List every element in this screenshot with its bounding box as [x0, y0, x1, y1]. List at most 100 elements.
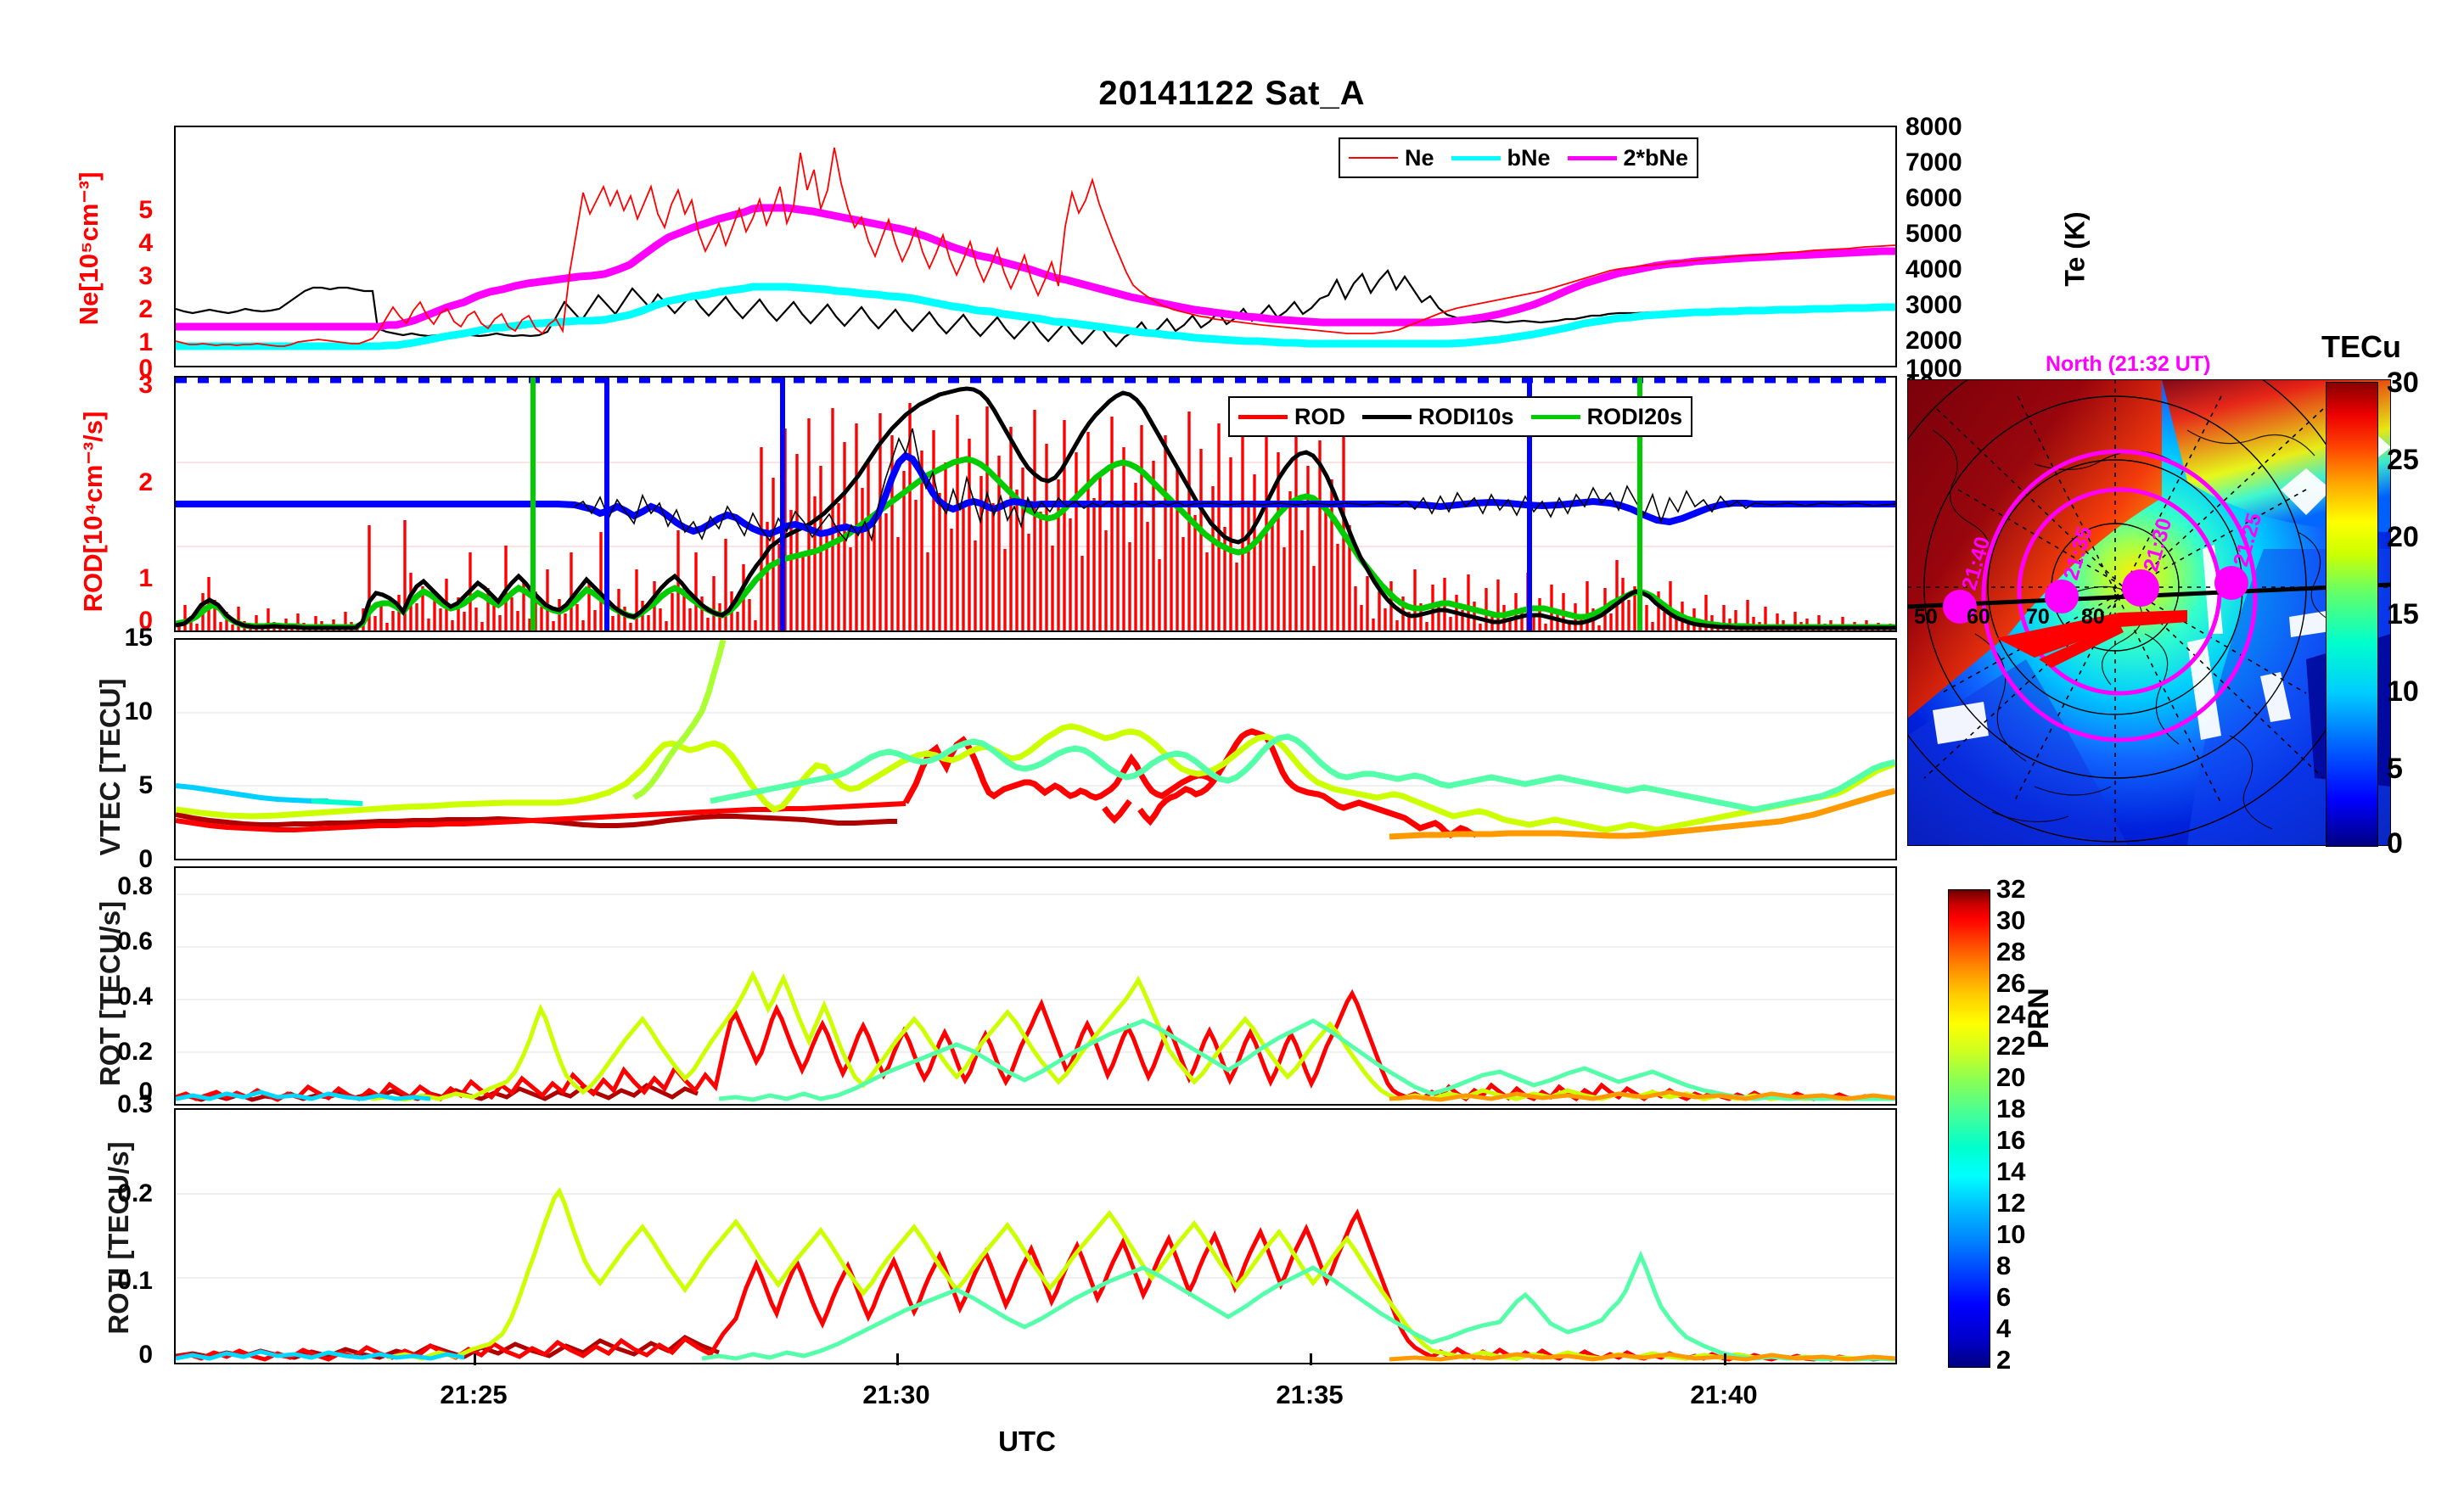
map-marker-2140: [1943, 590, 1977, 624]
colorbar-tec-label-15: 15: [2387, 598, 2419, 630]
map-marker-2130: [2122, 569, 2159, 607]
ytick-rod-0: 0: [138, 607, 153, 635]
rot-track-red: [176, 989, 1895, 1102]
ytick-te-2000: 2000: [1906, 327, 1962, 355]
map-data-gaps: [1933, 417, 2391, 744]
ytick-vtec-5: 5: [138, 771, 153, 799]
polar-tec-map: 50 60 70 80 21:40 21:35 21:30 21:25: [1907, 379, 2391, 846]
legend-line-ne: [1349, 157, 1398, 159]
panel-roti: [174, 1108, 1897, 1364]
colorbar-prn-label-8: 8: [1996, 1251, 2012, 1280]
roti-track-cyan: [176, 1349, 465, 1361]
map-marker-2125: [2214, 566, 2248, 600]
marker-green-2: [1637, 378, 1642, 630]
legend-label-rod: ROD: [1294, 403, 1345, 429]
xtickmark-2140: [1724, 1353, 1726, 1365]
ytick-te-3000: 3000: [1906, 291, 1962, 319]
vtec-track-cyan: [176, 783, 328, 804]
colorbar-prn-label-22: 22: [1996, 1031, 2026, 1061]
colorbar-prn-label-32: 32: [1996, 874, 2026, 904]
ytick-rot-02: 0.2: [117, 1038, 153, 1066]
roti-track-yellow: [387, 1187, 1895, 1362]
rot-track-yellow: [370, 970, 1895, 1102]
blue-noise-black-trace: [574, 428, 1895, 542]
ytick-te-4000: 4000: [1906, 255, 1962, 283]
ytick-roti-01: 0.1: [117, 1267, 153, 1295]
marker-blue-1: [604, 378, 609, 630]
xtick-2130: 21:30: [862, 1380, 930, 1409]
ytick-rod-3: 3: [138, 371, 153, 399]
roti-track-green: [701, 1250, 1895, 1362]
roti-track-orange: [1389, 1352, 1895, 1362]
legend-line-rodi20s: [1530, 414, 1580, 419]
ytick-te-6000: 6000: [1906, 184, 1962, 212]
ytick-roti-03: 0.3: [117, 1090, 153, 1118]
colorbar-tec-label-30: 30: [2387, 367, 2419, 399]
map-title: North (21:32 UT): [2046, 352, 2211, 376]
marker-green-1: [530, 378, 536, 630]
panel-vtec: [174, 638, 1897, 860]
colorbar-tec-label-20: 20: [2387, 521, 2419, 553]
legend-panel-ne: Ne bNe 2*bNe: [1339, 137, 1699, 178]
legend-label-rodi10s: RODI10s: [1418, 403, 1514, 429]
legend-line-rodi10s: [1362, 414, 1412, 419]
panel-te-ylabel: Te (K): [2059, 211, 2091, 287]
ytick-ne-3: 3: [138, 262, 153, 290]
map-lat-60: 60: [1967, 605, 1990, 629]
vtec-track-red-4: [1137, 728, 1478, 839]
colorbar-prn-label-2: 2: [1996, 1345, 2012, 1375]
vtec-track-orange: [1389, 787, 1895, 840]
rot-track-cyan: [176, 1089, 431, 1101]
ytick-te-1000: 1000: [1906, 355, 1962, 383]
rot-track-green: [718, 1018, 1895, 1102]
vtec-track-red-3: [1102, 798, 1132, 824]
map-red-wedge: [1996, 610, 2187, 668]
xtickmark-2135: [1310, 1353, 1312, 1365]
ytick-rot-08: 0.8: [117, 872, 153, 900]
rot-track-orange: [1389, 1089, 1895, 1102]
legend-panel-rod: ROD RODI10s RODI20s: [1228, 396, 1693, 437]
ytick-ne-2: 2: [138, 295, 153, 323]
xtickmark-2130: [896, 1353, 899, 1365]
vtec-track-red-1: [176, 801, 906, 832]
ytick-roti-0: 0: [138, 1341, 153, 1369]
ytick-ne-1: 1: [138, 328, 153, 356]
legend-line-rod: [1238, 414, 1288, 419]
colorbar-tec-title: TECu: [2321, 329, 2401, 364]
ytick-ne-5: 5: [138, 196, 153, 224]
ytick-te-7000: 7000: [1906, 148, 1962, 176]
colorbar-prn-label-24: 24: [1996, 1000, 2026, 1029]
colorbar-prn-title: PRN: [2023, 988, 2055, 1049]
ytick-rod-1: 1: [138, 564, 153, 592]
panel-ne-ylabel: Ne[10⁵cm⁻³]: [74, 171, 104, 326]
panel-rot: [174, 866, 1897, 1106]
legend-label-rodi20s: RODI20s: [1586, 403, 1683, 429]
ytick-vtec-0: 0: [138, 845, 153, 873]
map-marker-2135: [2045, 580, 2079, 613]
map-lat-70: 70: [2026, 605, 2050, 629]
colorbar-prn: [1948, 889, 1990, 1368]
ytick-te-5000: 5000: [1906, 220, 1962, 248]
vtec-track-yellowgreen-2: [632, 640, 727, 801]
ne-trace: [176, 147, 1895, 347]
colorbar-tec: [2326, 382, 2378, 847]
ytick-vtec-10: 10: [124, 697, 153, 725]
xtick-2135: 21:35: [1276, 1380, 1344, 1409]
roti-track-red: [176, 1208, 1895, 1362]
legend-label-2bne: 2*bNe: [1623, 144, 1689, 171]
colorbar-prn-label-10: 10: [1996, 1219, 2026, 1249]
colorbar-prn-label-28: 28: [1996, 937, 2026, 966]
colorbar-prn-label-16: 16: [1996, 1125, 2026, 1155]
map-lat-50: 50: [1914, 605, 1938, 629]
legend-label-bne: bNe: [1507, 144, 1551, 171]
legend-line-2bne: [1567, 155, 1617, 160]
bne-trace: [176, 283, 1895, 350]
panel-ne-te: Ne bNe 2*bNe: [174, 126, 1897, 367]
ytick-ne-4: 4: [138, 229, 153, 257]
rodi10s-trace: [176, 386, 1895, 630]
ytick-rot-06: 0.6: [117, 927, 153, 955]
colorbar-tec-label-25: 25: [2387, 444, 2419, 476]
page-title: 20141122 Sat_A: [1098, 75, 1366, 112]
colorbar-prn-label-30: 30: [1996, 905, 2026, 935]
colorbar-tec-label-0: 0: [2387, 827, 2403, 860]
